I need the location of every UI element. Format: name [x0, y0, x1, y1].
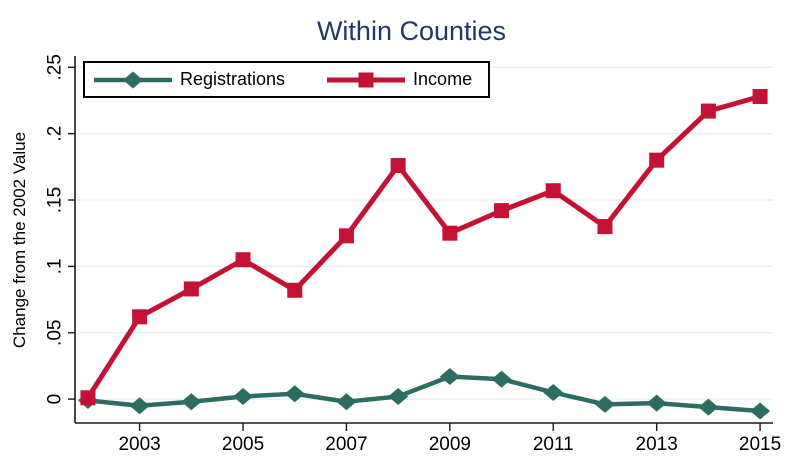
x-tick-label: 2011: [533, 434, 574, 455]
data-point-registrations: [439, 368, 460, 386]
legend-label-registrations: Registrations: [180, 69, 286, 89]
legend-swatch-marker: [123, 71, 143, 88]
legend-swatch-marker: [358, 72, 374, 87]
data-point-registrations: [543, 383, 564, 401]
data-point-income: [183, 281, 199, 297]
registrations-line-swatch-icon: [94, 71, 172, 88]
y-tick-label: .2: [45, 126, 66, 142]
data-point-registrations: [698, 398, 719, 416]
y-axis-label: Change from the 2002 Value: [10, 131, 29, 349]
data-point-income: [390, 158, 406, 174]
data-point-registrations: [594, 395, 615, 413]
data-point-income: [235, 252, 251, 268]
data-point-registrations: [336, 393, 357, 411]
data-point-income: [597, 219, 613, 235]
chart-title: Within Counties: [316, 16, 507, 46]
data-point-income: [338, 228, 354, 244]
data-point-registrations: [491, 370, 512, 388]
data-point-income: [442, 225, 458, 241]
data-point-registrations: [388, 387, 409, 405]
data-point-registrations: [646, 394, 667, 412]
data-point-income: [80, 390, 96, 406]
data-point-registrations: [284, 385, 305, 403]
y-tick-label: .05: [45, 320, 66, 346]
legend: Registrations Income: [83, 61, 490, 98]
income-line-swatch-icon: [327, 72, 406, 87]
y-tick-label: .15: [45, 187, 66, 213]
data-point-registrations: [181, 393, 202, 411]
data-point-income: [752, 88, 768, 104]
legend-item-income: Income: [327, 69, 472, 91]
data-point-income: [494, 203, 510, 219]
data-point-income: [649, 152, 665, 168]
y-tick-label: .1: [45, 258, 66, 274]
x-tick-label: 2007: [325, 434, 367, 455]
x-tick-label: 2013: [636, 434, 678, 455]
x-tick-label: 2015: [739, 434, 781, 455]
data-point-income: [700, 103, 716, 119]
data-point-registrations: [129, 397, 150, 415]
x-tick-label: 2005: [222, 434, 264, 455]
data-point-registrations: [233, 387, 254, 405]
y-tick-label: .25: [45, 54, 66, 80]
series-line-income: [85, 94, 761, 400]
data-point-income: [287, 282, 303, 298]
legend-label-income: Income: [413, 69, 473, 89]
x-tick-label: 2009: [429, 434, 471, 455]
data-point-registrations: [750, 402, 771, 420]
x-tick-label: 2003: [118, 434, 160, 455]
data-point-income: [545, 183, 561, 199]
data-point-income: [132, 309, 148, 325]
legend-item-registrations: Registrations: [94, 69, 285, 91]
y-tick-label: 0: [45, 394, 66, 405]
